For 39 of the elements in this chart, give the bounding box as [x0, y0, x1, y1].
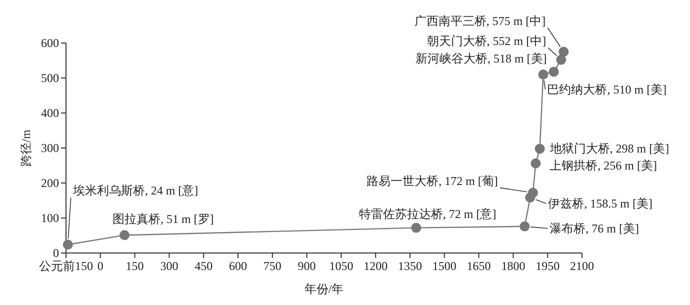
- annotation: 巴约纳大桥, 510 m [美]: [547, 82, 667, 96]
- x-tick-label: 300: [160, 259, 178, 273]
- y-tick-label: 0: [53, 246, 59, 260]
- x-tick-label: 1350: [398, 259, 422, 273]
- annotation: 图拉真桥, 51 m [罗]: [112, 212, 214, 226]
- y-tick-label: 400: [41, 106, 59, 120]
- y-tick-label: 500: [41, 71, 59, 85]
- annotation: 特雷佐苏拉达桥, 72 m [意]: [358, 206, 496, 221]
- x-tick-label: 公元前150: [39, 259, 93, 273]
- annotation: 上钢拱桥, 256 m [美]: [550, 158, 657, 172]
- x-tick-label: 0: [97, 259, 104, 273]
- y-tick-label: 300: [41, 141, 59, 155]
- x-axis-title: 年份/年: [304, 282, 344, 296]
- x-tick-label: 1650: [466, 259, 491, 273]
- y-tick-label: 600: [41, 36, 59, 50]
- x-tick-label: 150: [126, 259, 144, 273]
- annotation: 瀑布桥, 76 m [美]: [550, 221, 639, 236]
- annotation: 瀑布桥, 76 m [美]: [530, 221, 639, 236]
- annotation: 地狱门大桥, 298 m [美]: [550, 142, 670, 156]
- y-tick-label: 200: [41, 176, 59, 190]
- x-tick-label: 1200: [364, 259, 388, 273]
- x-tick-label: 1500: [432, 259, 456, 273]
- x-tick-label: 600: [229, 259, 247, 273]
- annotation: 路易一世大桥, 172 m [葡]: [366, 174, 528, 192]
- y-axis-title: 跨径/m: [19, 129, 33, 166]
- x-tick-label: 900: [298, 259, 316, 273]
- x-tick-label: 2100: [570, 259, 594, 273]
- x-tick-label: 450: [194, 259, 213, 273]
- annotation: 伊兹桥, 158.5 m [美]: [535, 196, 652, 211]
- annotation: 朝天门大桥, 552 m [中]: [426, 34, 546, 48]
- y-tick-label: 100: [41, 211, 59, 225]
- annotation: 路易一世大桥, 172 m [葡]: [366, 174, 498, 188]
- x-tick-label: 1800: [501, 259, 526, 273]
- annotation: 广西南平三桥, 575 m [中]: [414, 14, 546, 28]
- x-tick-label: 750: [263, 259, 282, 273]
- x-tick-label: 1050: [329, 259, 354, 273]
- x-tick-label: 1950: [536, 259, 560, 273]
- annotation: 埃米利乌斯桥, 24 m [意]: [72, 184, 198, 198]
- annotation: 巴约纳大桥, 510 m [美]: [544, 80, 667, 96]
